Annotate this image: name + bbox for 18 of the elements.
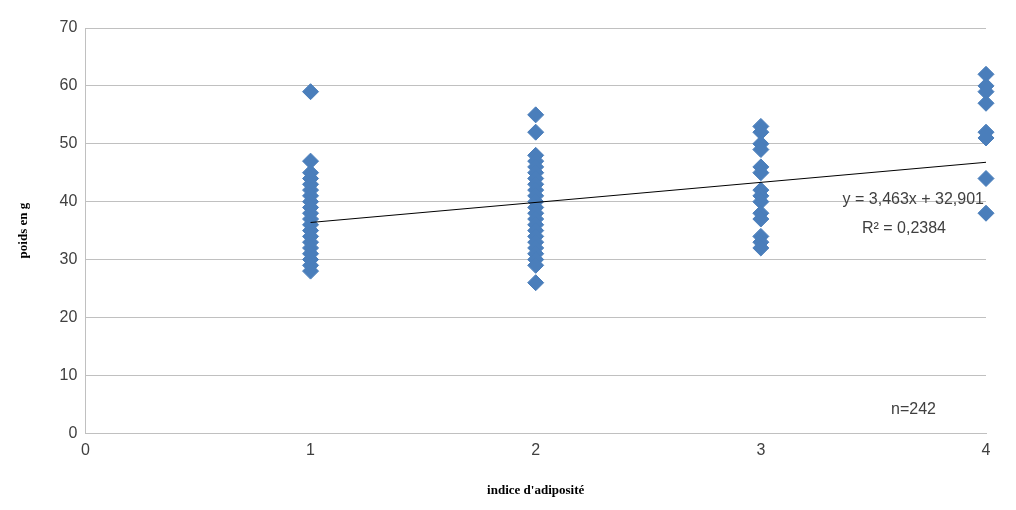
x-tick-label: 0	[80, 441, 90, 459]
y-tick-label: 20	[59, 307, 78, 325]
y-axis-title: poids en g	[15, 202, 31, 259]
x-tick-label: 1	[306, 441, 316, 459]
y-tick-label: 50	[59, 134, 78, 152]
y-tick-label: 10	[59, 365, 78, 383]
x-axis-title: indice d'adiposité	[487, 481, 585, 497]
y-tick-label: 40	[59, 192, 78, 210]
annotation: y = 3,463x + 32,901	[842, 190, 985, 208]
y-tick-label: 30	[59, 249, 78, 267]
x-tick-label: 3	[756, 441, 766, 459]
y-tick-label: 60	[59, 76, 78, 94]
x-tick-label: 4	[981, 441, 991, 459]
annotation: n=242	[891, 399, 937, 417]
y-tick-label: 70	[59, 18, 78, 36]
y-tick-label: 0	[68, 423, 78, 441]
annotation: R² = 0,2384	[861, 219, 947, 237]
x-tick-label: 2	[531, 441, 541, 459]
